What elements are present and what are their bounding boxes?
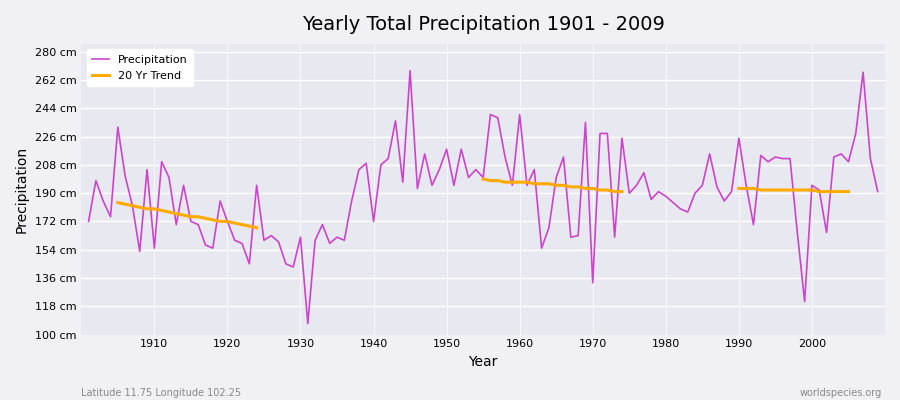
- Precipitation: [354, 167, 364, 172]
- Precipitation: [83, 219, 94, 224]
- 20 Yr Trend: [222, 219, 233, 224]
- Line: Precipitation: Precipitation: [88, 71, 878, 324]
- Precipitation: [872, 189, 883, 194]
- Precipitation: [522, 183, 533, 188]
- X-axis label: Year: Year: [469, 355, 498, 369]
- Line: 20 Yr Trend: 20 Yr Trend: [118, 202, 256, 228]
- 20 Yr Trend: [120, 202, 130, 206]
- Text: Latitude 11.75 Longitude 102.25: Latitude 11.75 Longitude 102.25: [81, 388, 241, 398]
- Precipitation: [405, 68, 416, 73]
- 20 Yr Trend: [244, 224, 255, 228]
- Precipitation: [141, 167, 152, 172]
- 20 Yr Trend: [215, 219, 226, 224]
- Legend: Precipitation, 20 Yr Trend: Precipitation, 20 Yr Trend: [86, 50, 194, 86]
- 20 Yr Trend: [127, 203, 138, 208]
- 20 Yr Trend: [193, 214, 203, 219]
- Precipitation: [310, 238, 320, 243]
- 20 Yr Trend: [230, 221, 240, 226]
- 20 Yr Trend: [200, 216, 211, 221]
- Text: worldspecies.org: worldspecies.org: [800, 388, 882, 398]
- 20 Yr Trend: [171, 211, 182, 216]
- Y-axis label: Precipitation: Precipitation: [15, 146, 29, 233]
- 20 Yr Trend: [134, 205, 145, 210]
- 20 Yr Trend: [251, 225, 262, 230]
- 20 Yr Trend: [185, 214, 196, 219]
- 20 Yr Trend: [164, 210, 175, 214]
- 20 Yr Trend: [141, 206, 152, 211]
- 20 Yr Trend: [178, 213, 189, 218]
- Title: Yearly Total Precipitation 1901 - 2009: Yearly Total Precipitation 1901 - 2009: [302, 15, 664, 34]
- Precipitation: [302, 321, 313, 326]
- Precipitation: [616, 136, 627, 140]
- 20 Yr Trend: [207, 218, 218, 222]
- 20 Yr Trend: [112, 200, 123, 205]
- Precipitation: [529, 167, 540, 172]
- 20 Yr Trend: [237, 222, 248, 227]
- 20 Yr Trend: [149, 206, 160, 211]
- 20 Yr Trend: [157, 208, 167, 213]
